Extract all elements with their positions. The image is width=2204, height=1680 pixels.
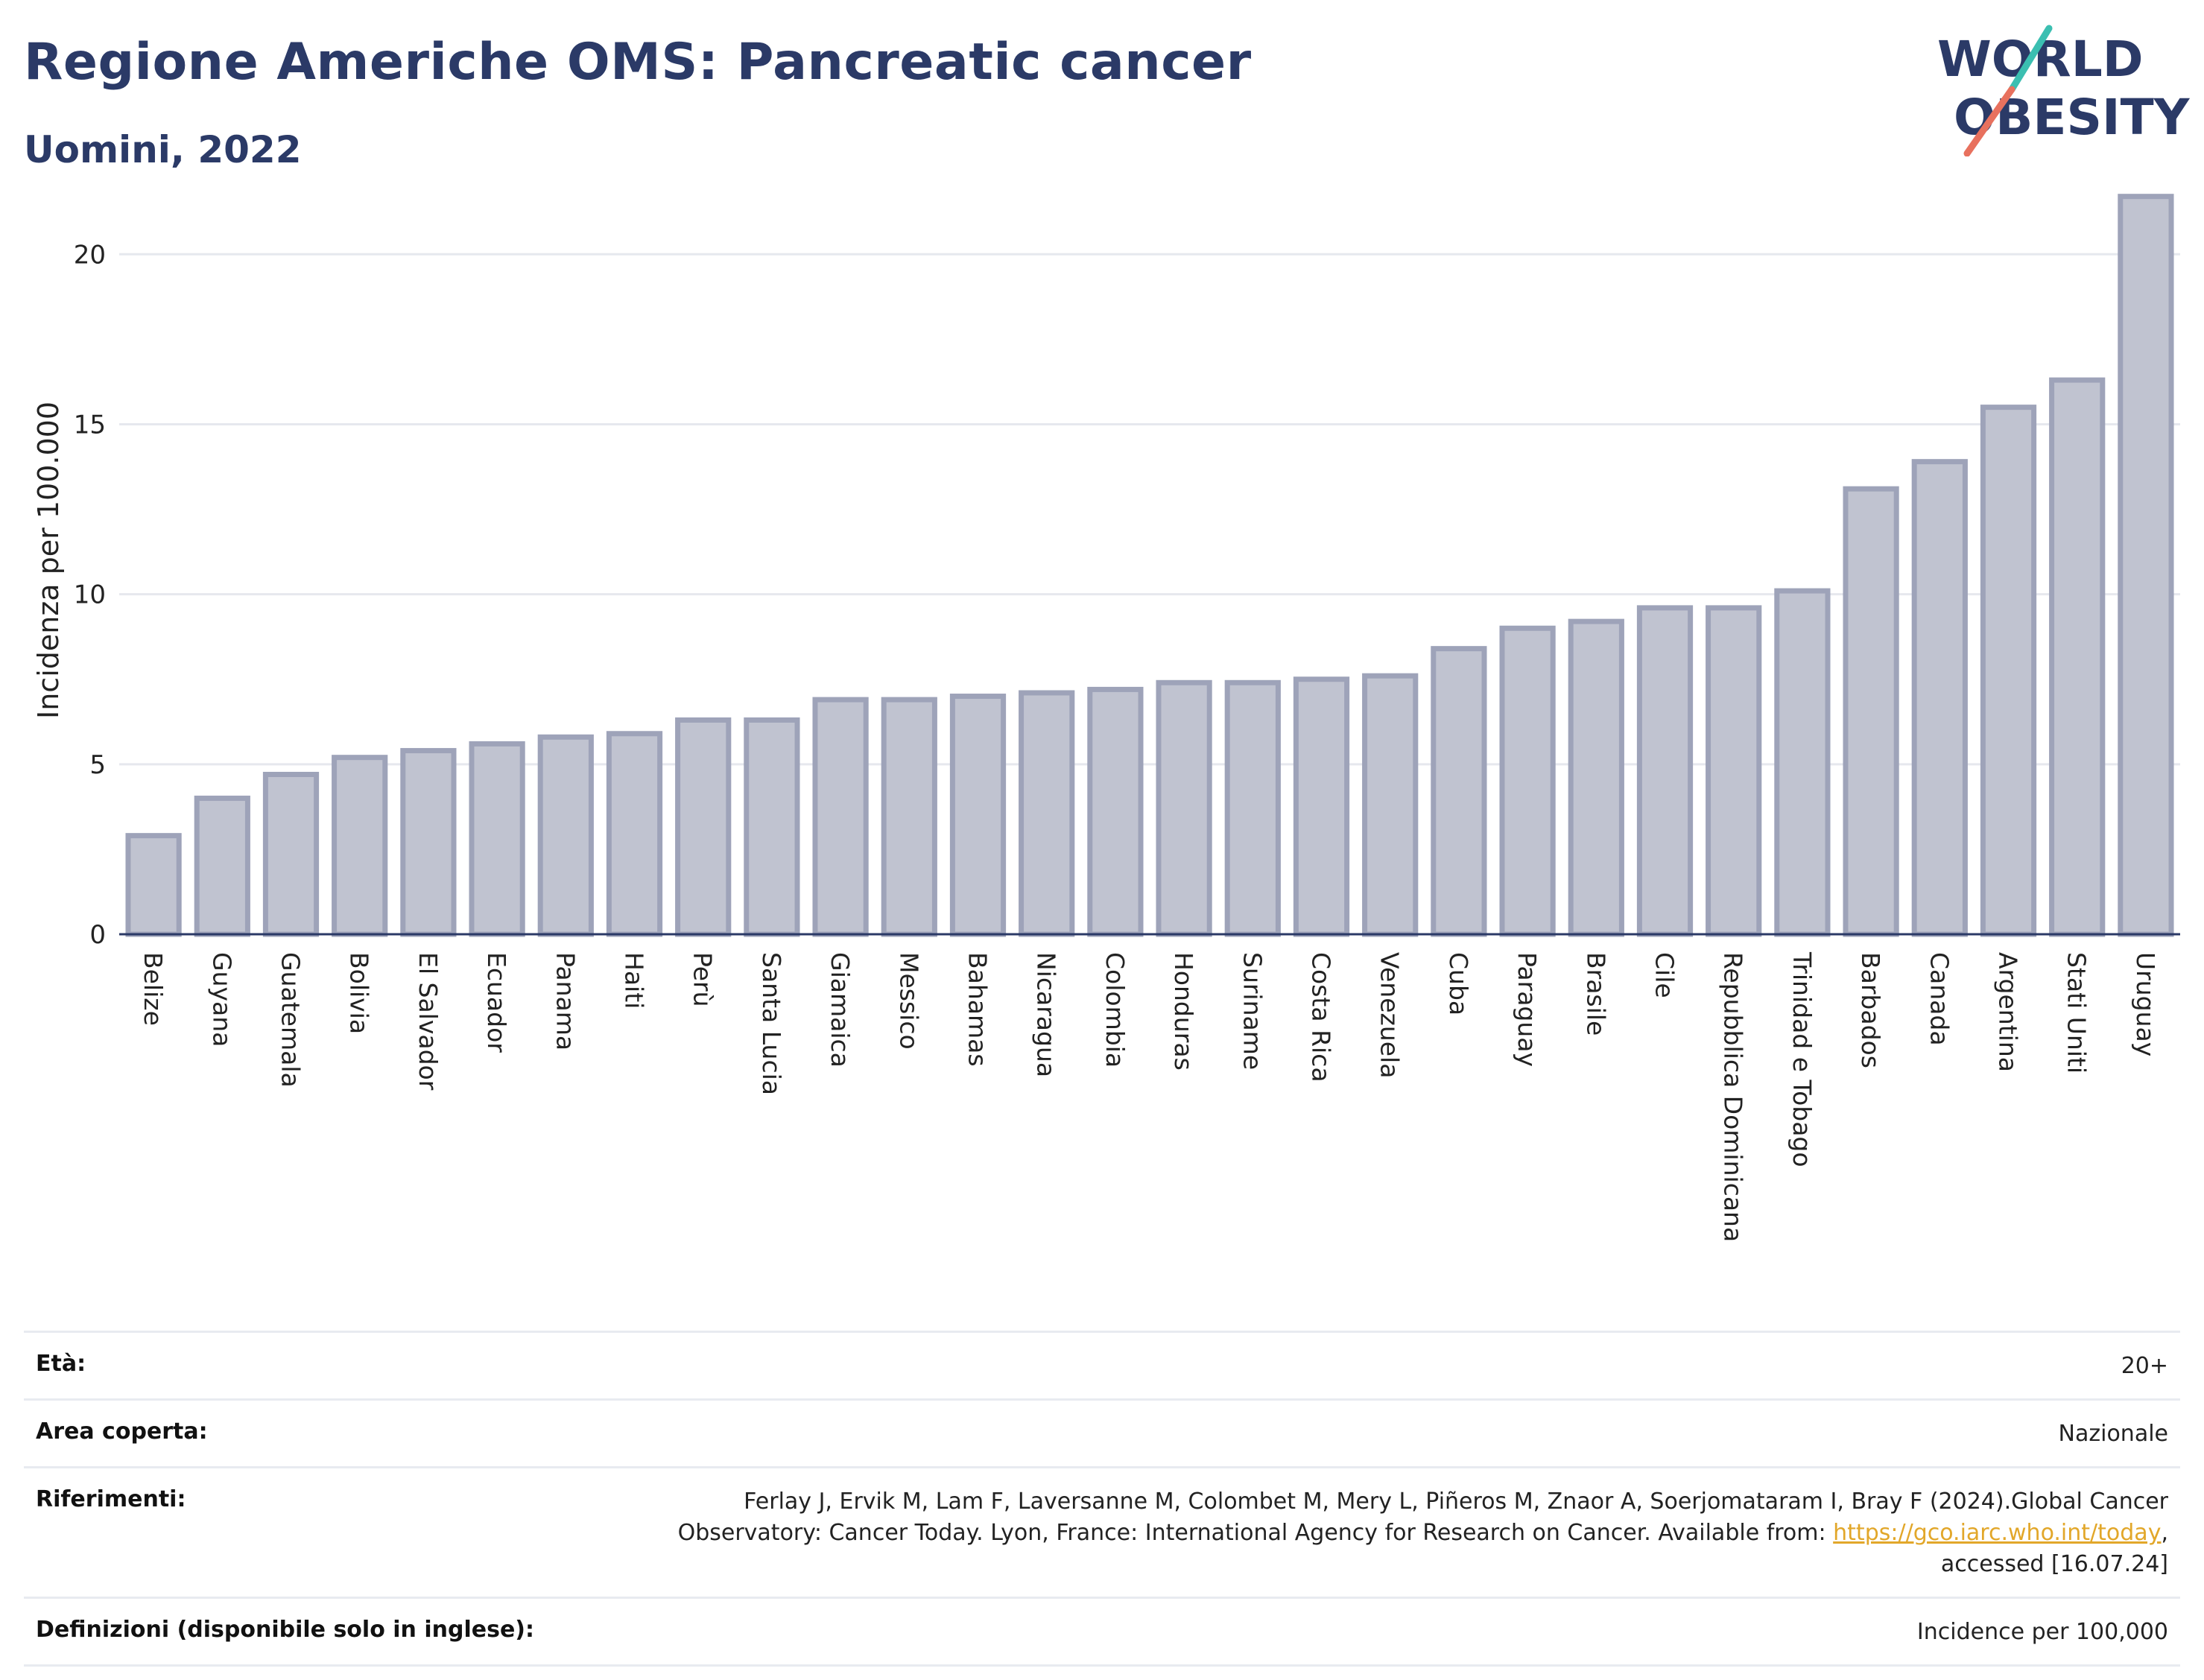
bar-haiti[interactable] bbox=[606, 731, 663, 937]
y-axis-ticks: 0 5 10 15 20 bbox=[74, 240, 106, 950]
logo-slash-teal bbox=[2008, 25, 2053, 93]
reference-line-3: accessed [16.07.24] bbox=[1940, 1551, 2168, 1577]
bar-nicaragua[interactable] bbox=[1019, 690, 1075, 937]
bar-santa-lucia[interactable] bbox=[744, 717, 800, 937]
logo-slash-coral bbox=[1963, 86, 2015, 156]
x-category-label: Guatemala bbox=[276, 952, 305, 1088]
bar-guyana[interactable] bbox=[194, 795, 250, 937]
info-row-references: Riferimenti: Ferlay J, Ervik M, Lam F, L… bbox=[24, 1466, 2180, 1597]
page-title: Regione Americhe OMS: Pancreatic cancer bbox=[24, 33, 1252, 92]
x-category-label: Haiti bbox=[620, 952, 649, 1009]
info-table: Età: 20+ Area coperta: Nazionale Riferim… bbox=[24, 1331, 2180, 1667]
x-category-label: Panama bbox=[551, 952, 580, 1050]
world-obesity-logo: WORLD OBESITY bbox=[1937, 25, 2191, 156]
bar-repubblica-dominicana[interactable] bbox=[1706, 605, 1762, 937]
definitions-value: Incidence per 100,000 bbox=[1916, 1619, 2168, 1645]
bar-cuba[interactable] bbox=[1431, 646, 1487, 937]
bar-messico[interactable] bbox=[881, 697, 937, 937]
x-category-label: Canada bbox=[1925, 952, 1954, 1046]
bar-argentina[interactable] bbox=[1980, 405, 2037, 937]
area-label: Area coperta: bbox=[36, 1419, 208, 1445]
info-row-area: Area coperta: Nazionale bbox=[24, 1398, 2180, 1466]
bar-per-[interactable] bbox=[675, 717, 732, 937]
bar-honduras[interactable] bbox=[1156, 679, 1212, 937]
y-tick-label: 5 bbox=[89, 750, 106, 780]
x-category-label: Suriname bbox=[1238, 952, 1267, 1070]
bar-ecuador[interactable] bbox=[469, 741, 525, 937]
references-label: Riferimenti: bbox=[36, 1486, 186, 1512]
x-axis-category-labels: Belize Guyana Guatemala Bolivia El Salvador E… bbox=[139, 951, 2160, 1242]
x-category-label: Stati Uniti bbox=[2062, 952, 2091, 1074]
bar-belize[interactable] bbox=[125, 833, 182, 937]
reference-line-1: Ferlay J, Ervik M, Lam F, Laversanne M, … bbox=[744, 1489, 2168, 1515]
bar-stati-uniti[interactable] bbox=[2049, 377, 2106, 937]
x-category-label: Cuba bbox=[1444, 952, 1473, 1015]
bar-colombia[interactable] bbox=[1087, 686, 1144, 937]
x-category-label: Barbados bbox=[1856, 952, 1885, 1068]
y-tick-label: 15 bbox=[74, 410, 106, 440]
reference-link[interactable]: https://gco.iarc.who.int/today bbox=[1833, 1520, 2162, 1546]
x-category-label: Guyana bbox=[207, 952, 236, 1047]
x-category-label: Paraguay bbox=[1513, 952, 1542, 1067]
bar-bahamas[interactable] bbox=[949, 694, 1007, 937]
bar-costa-rica[interactable] bbox=[1293, 676, 1350, 937]
x-category-label: Uruguay bbox=[2131, 952, 2160, 1056]
x-category-label: El Salvador bbox=[414, 952, 443, 1091]
x-category-label: Santa Lucia bbox=[757, 952, 786, 1095]
x-category-label: Colombia bbox=[1101, 952, 1130, 1068]
bar-el-salvador[interactable] bbox=[400, 748, 457, 937]
area-value: Nazionale bbox=[2058, 1421, 2168, 1447]
x-category-label: Honduras bbox=[1169, 952, 1198, 1071]
age-value: 20+ bbox=[2121, 1353, 2168, 1379]
x-category-label: Ecuador bbox=[482, 952, 511, 1053]
bar-venezuela[interactable] bbox=[1362, 673, 1419, 937]
info-row-definitions: Definizioni (disponibile solo in inglese… bbox=[24, 1597, 2180, 1667]
bar-trinidad-e-tobago[interactable] bbox=[1774, 588, 1831, 937]
bar-barbados[interactable] bbox=[1843, 486, 1899, 937]
x-category-label: Bolivia bbox=[345, 952, 374, 1034]
age-label: Età: bbox=[36, 1351, 86, 1377]
bar-chart: 0 5 10 15 20 Belize Guyana Guatemala Bolivia El … bbox=[32, 194, 2180, 1242]
info-row-age: Età: 20+ bbox=[24, 1331, 2180, 1398]
bar-cile[interactable] bbox=[1636, 605, 1694, 937]
definitions-label: Definizioni (disponibile solo in inglese… bbox=[36, 1617, 534, 1643]
x-category-label: Bahamas bbox=[963, 952, 992, 1067]
x-category-label: Nicaragua bbox=[1032, 952, 1061, 1077]
x-category-label: Trinidad e Tobago bbox=[1787, 951, 1817, 1167]
x-category-label: Giamaica bbox=[826, 952, 855, 1068]
y-tick-label: 20 bbox=[74, 240, 106, 270]
x-category-label: Costa Rica bbox=[1307, 952, 1336, 1083]
page-subtitle: Uomini, 2022 bbox=[24, 128, 302, 171]
reference-line-2: Observatory: Cancer Today. Lyon, France:… bbox=[677, 1520, 1834, 1546]
x-category-label: Argentina bbox=[1994, 952, 2023, 1072]
bar-bolivia[interactable] bbox=[332, 755, 388, 937]
bar-suriname[interactable] bbox=[1224, 679, 1281, 937]
bars bbox=[125, 194, 2174, 937]
reference-line-2-end: , bbox=[2161, 1520, 2168, 1546]
x-category-label: Belize bbox=[139, 952, 168, 1026]
x-category-label: Messico bbox=[894, 952, 923, 1050]
grid-lines bbox=[119, 253, 2180, 766]
bar-paraguay[interactable] bbox=[1499, 625, 1556, 937]
x-category-label: Venezuela bbox=[1375, 952, 1405, 1078]
y-tick-label: 0 bbox=[89, 920, 106, 950]
bar-guatemala[interactable] bbox=[262, 772, 320, 937]
x-category-label: Repubblica Dominicana bbox=[1719, 952, 1748, 1242]
bar-brasile[interactable] bbox=[1568, 618, 1624, 937]
bar-panama[interactable] bbox=[537, 734, 594, 937]
bar-uruguay[interactable] bbox=[2118, 194, 2174, 937]
x-category-label: Perù bbox=[688, 952, 718, 1007]
x-category-label: Cile bbox=[1650, 952, 1679, 998]
y-axis-title: Incidenza per 100.000 bbox=[32, 402, 65, 719]
y-tick-label: 10 bbox=[74, 580, 106, 610]
bar-giamaica[interactable] bbox=[812, 697, 869, 937]
x-category-label: Brasile bbox=[1581, 952, 1610, 1036]
bar-canada[interactable] bbox=[1911, 459, 1968, 937]
references-value: Ferlay J, Ervik M, Lam F, Laversanne M, … bbox=[678, 1486, 2168, 1580]
